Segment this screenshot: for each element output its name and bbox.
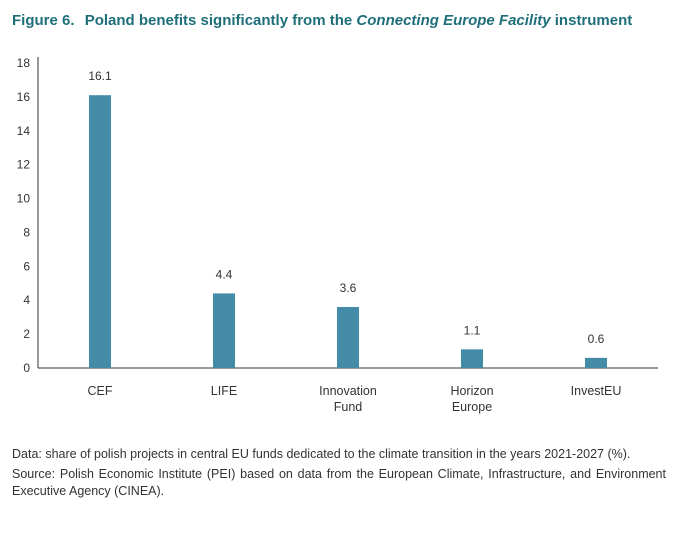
y-tick-label: 18 <box>17 56 31 70</box>
title-text-end: instrument <box>554 12 633 29</box>
bar <box>213 293 235 368</box>
y-tick-label: 14 <box>17 124 31 138</box>
data-note: Data: share of polish projects in centra… <box>12 447 631 461</box>
bar <box>89 95 111 368</box>
figure-title: Figure 6. Poland benefits significantly … <box>12 12 632 29</box>
y-tick-label: 16 <box>17 90 31 104</box>
data-label: 16.1 <box>88 69 112 83</box>
y-tick-label: 6 <box>23 259 30 273</box>
figure-number: Figure 6. <box>12 12 75 29</box>
title-text-start: Poland benefits significantly from the <box>84 12 353 29</box>
y-tick-label: 2 <box>23 327 30 341</box>
y-tick-label: 0 <box>23 361 30 375</box>
x-category-label: LIFE <box>211 384 237 398</box>
chart-notes: Data: share of polish projects in centra… <box>12 446 666 503</box>
source-note: Source: Polish Economic Institute (PEI) … <box>12 467 666 498</box>
y-tick-label: 8 <box>23 225 30 239</box>
y-tick-label: 12 <box>17 158 31 172</box>
data-label: 0.6 <box>588 332 605 346</box>
x-category-label: CEF <box>88 384 113 398</box>
x-category-label: Innovation Fund <box>319 384 377 414</box>
data-label: 4.4 <box>216 267 233 281</box>
x-category-label: InvestEU <box>571 384 622 398</box>
title-text-italic: Connecting Europe Facility <box>356 12 551 29</box>
bar <box>337 307 359 368</box>
data-label: 3.6 <box>340 281 357 295</box>
data-label: 1.1 <box>464 323 481 337</box>
x-category-label: Horizon Europe <box>450 384 493 414</box>
bar <box>585 357 607 368</box>
bar <box>461 349 483 368</box>
bar-chart: 0 2 4 6 8 10 12 14 16 18 16.1 CEF 4.4 LIFE 3.6 Innovati… <box>17 56 658 414</box>
y-tick-label: 10 <box>17 192 31 206</box>
y-tick-label: 4 <box>23 293 30 307</box>
